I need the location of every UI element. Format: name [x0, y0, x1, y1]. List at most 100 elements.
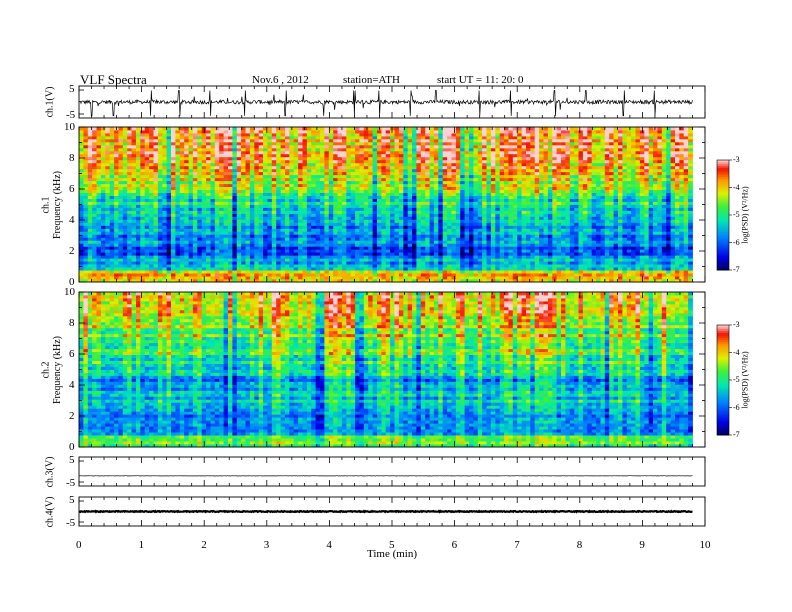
heatmap-cell	[245, 177, 251, 182]
heatmap-cell	[285, 264, 290, 268]
heatmap-cell	[298, 273, 303, 277]
heatmap-cell	[582, 279, 588, 283]
heatmap-cell	[666, 252, 671, 256]
heatmap-cell	[613, 261, 619, 265]
heatmap-cell	[438, 258, 444, 262]
heatmap-cell	[114, 216, 119, 220]
heatmap-cell	[324, 267, 330, 271]
heatmap-cell	[241, 270, 246, 274]
heatmap-cell	[675, 279, 680, 283]
heatmap-cell	[661, 186, 667, 190]
heatmap-cell	[679, 246, 685, 250]
heatmap-cell	[368, 261, 373, 265]
heatmap-cell	[179, 243, 185, 247]
heatmap-cell	[210, 186, 216, 190]
heatmap-cell	[223, 237, 229, 241]
heatmap-cell	[157, 198, 163, 202]
heatmap-cell	[341, 279, 347, 283]
heatmap-cell	[644, 210, 650, 214]
heatmap-cell	[105, 246, 111, 250]
heatmap-cell	[206, 249, 211, 253]
heatmap-cell	[412, 228, 417, 232]
heatmap-cell	[591, 207, 597, 211]
heatmap-cell	[333, 267, 338, 271]
heatmap-cell	[136, 252, 141, 256]
heatmap-cell	[596, 249, 601, 253]
heatmap-cell	[543, 222, 549, 226]
heatmap-cell	[302, 258, 308, 262]
heatmap-cell	[280, 228, 286, 232]
heatmap-cell	[140, 279, 146, 283]
heatmap-cell	[407, 258, 413, 262]
heatmap-cell	[140, 213, 146, 217]
heatmap-cell	[175, 270, 181, 274]
heatmap-cell	[407, 180, 413, 185]
heatmap-cell	[79, 183, 84, 187]
heatmap-cell	[460, 210, 465, 214]
heatmap-cell	[144, 198, 150, 202]
heatmap-cell	[140, 252, 146, 256]
heatmap-cell	[683, 225, 689, 229]
heatmap-cell	[223, 255, 229, 259]
heatmap-cell	[280, 207, 286, 211]
heatmap-cell	[359, 222, 365, 226]
heatmap-cell	[433, 210, 439, 214]
heatmap-cell	[547, 225, 553, 229]
heatmap-cell	[241, 207, 246, 211]
heatmap-cell	[306, 264, 312, 268]
heatmap-cell	[433, 216, 439, 220]
heatmap-cell	[337, 228, 343, 232]
heatmap-cell	[302, 186, 308, 190]
heatmap-cell	[679, 273, 685, 277]
heatmap-cell	[87, 183, 93, 187]
heatmap-cell	[109, 207, 115, 211]
heatmap-cell	[469, 258, 474, 262]
heatmap-cell	[661, 237, 667, 241]
heatmap-cell	[451, 180, 457, 185]
heatmap-cell	[131, 213, 137, 217]
heatmap-cell	[377, 186, 382, 190]
heatmap-cell	[355, 234, 360, 238]
heatmap-cell	[675, 189, 680, 193]
heatmap-cell	[210, 240, 216, 244]
heatmap-cell	[289, 255, 295, 259]
heatmap-cell	[451, 234, 457, 238]
heatmap-cell	[223, 207, 229, 211]
heatmap-cell	[192, 267, 198, 271]
heatmap-cell	[596, 210, 601, 214]
heatmap-cell	[136, 276, 141, 280]
heatmap-cell	[79, 186, 84, 190]
heatmap-cell	[613, 183, 619, 187]
heatmap-cell	[311, 270, 316, 274]
heatmap-cell	[83, 219, 89, 223]
heatmap-cell	[92, 180, 97, 185]
heatmap-cell	[508, 243, 514, 247]
heatmap-cell	[547, 186, 553, 190]
heatmap-cell	[635, 213, 641, 217]
heatmap-cell	[171, 189, 176, 193]
heatmap-cell	[648, 183, 654, 187]
heatmap-cell	[219, 255, 224, 259]
heatmap-cell	[534, 189, 540, 193]
heatmap-cell	[490, 207, 496, 211]
heatmap-cell	[280, 204, 286, 208]
heatmap-cell	[324, 198, 330, 202]
heatmap-cell	[639, 195, 645, 199]
heatmap-cell	[688, 228, 693, 232]
heatmap-cell	[618, 255, 623, 259]
heatmap-cell	[276, 279, 281, 283]
heatmap-cell	[350, 270, 356, 274]
heatmap-cell	[670, 246, 676, 250]
heatmap-cell	[184, 258, 189, 262]
heatmap-cell	[79, 267, 84, 271]
heatmap-cell	[333, 249, 338, 253]
heatmap-cell	[245, 183, 251, 187]
heatmap-cell	[210, 210, 216, 214]
heatmap-cell	[451, 222, 457, 226]
heatmap-cell	[455, 255, 461, 259]
heatmap-cell	[149, 258, 154, 262]
heatmap-cell	[171, 204, 176, 208]
heatmap-cell	[320, 255, 325, 259]
heatmap-cell	[442, 234, 448, 238]
heatmap-cell	[289, 240, 295, 244]
